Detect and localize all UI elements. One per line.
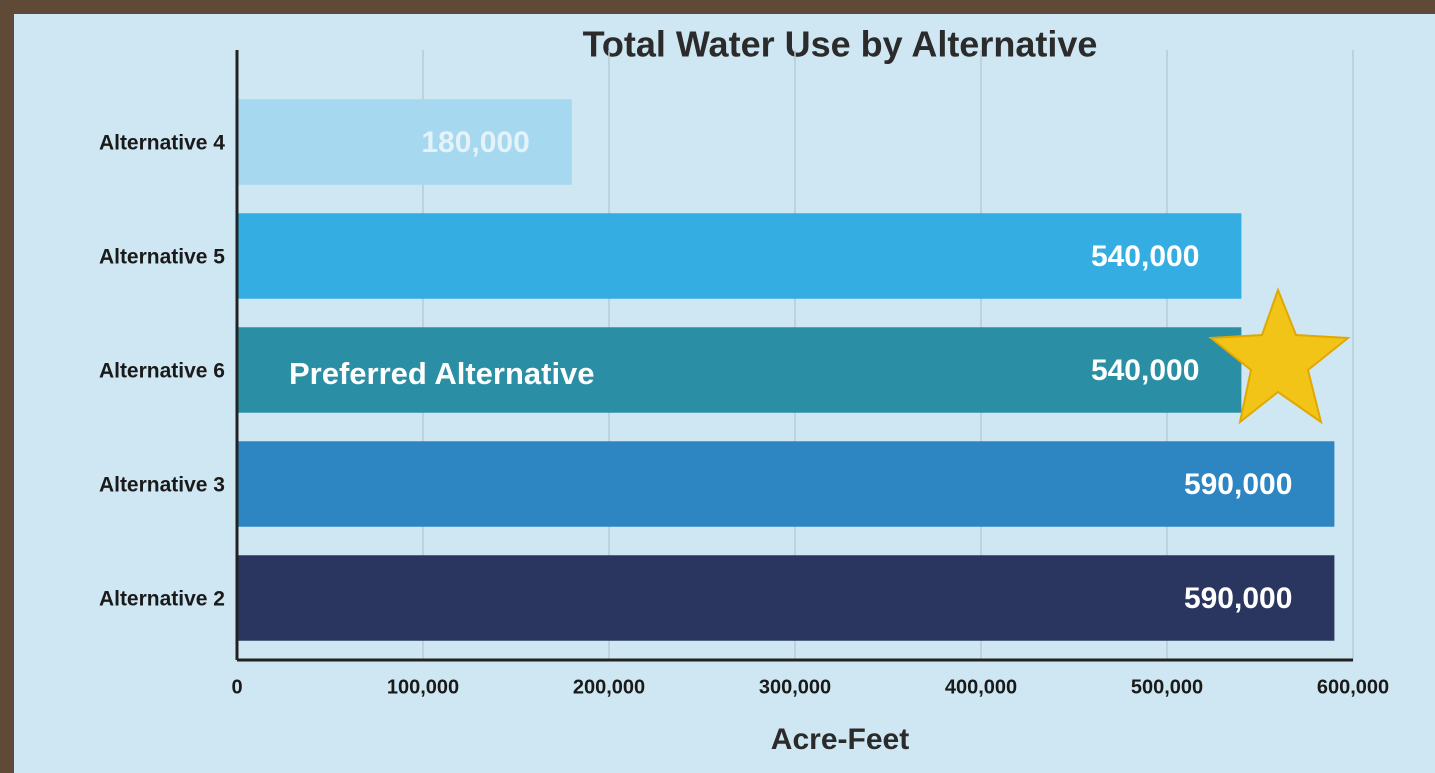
value-label: 540,000	[1091, 240, 1199, 273]
x-tick-label: 0	[231, 676, 242, 698]
category-label: Alternative 2	[99, 588, 225, 611]
bar	[237, 213, 1242, 299]
category-label: Alternative 5	[99, 246, 225, 269]
chart-title: Total Water Use by Alternative	[583, 24, 1098, 65]
bars: Alternative 4 180,000 Alternative 5 540,000…	[99, 99, 1335, 641]
value-label: 540,000	[1091, 354, 1199, 387]
category-label: Alternative 3	[99, 474, 225, 497]
x-tick-label: 200,000	[573, 676, 645, 698]
x-tick-label: 400,000	[945, 676, 1017, 698]
value-label: 590,000	[1184, 582, 1292, 615]
category-label: Alternative 4	[99, 132, 225, 155]
value-label: 180,000	[421, 126, 529, 159]
x-axis-label: Acre-Feet	[771, 723, 909, 756]
x-tick-label: 100,000	[387, 676, 459, 698]
bar	[237, 99, 572, 185]
bar	[237, 327, 1242, 413]
category-label: Alternative 6	[99, 360, 225, 383]
annotation: Preferred Alternative	[289, 356, 595, 391]
bar	[237, 441, 1335, 527]
x-tick-label: 600,000	[1317, 676, 1389, 698]
bar	[237, 555, 1335, 641]
x-tick-label: 300,000	[759, 676, 831, 698]
star-icon	[1208, 287, 1351, 425]
value-label: 590,000	[1184, 468, 1292, 501]
x-tick-label: 500,000	[1131, 676, 1203, 698]
